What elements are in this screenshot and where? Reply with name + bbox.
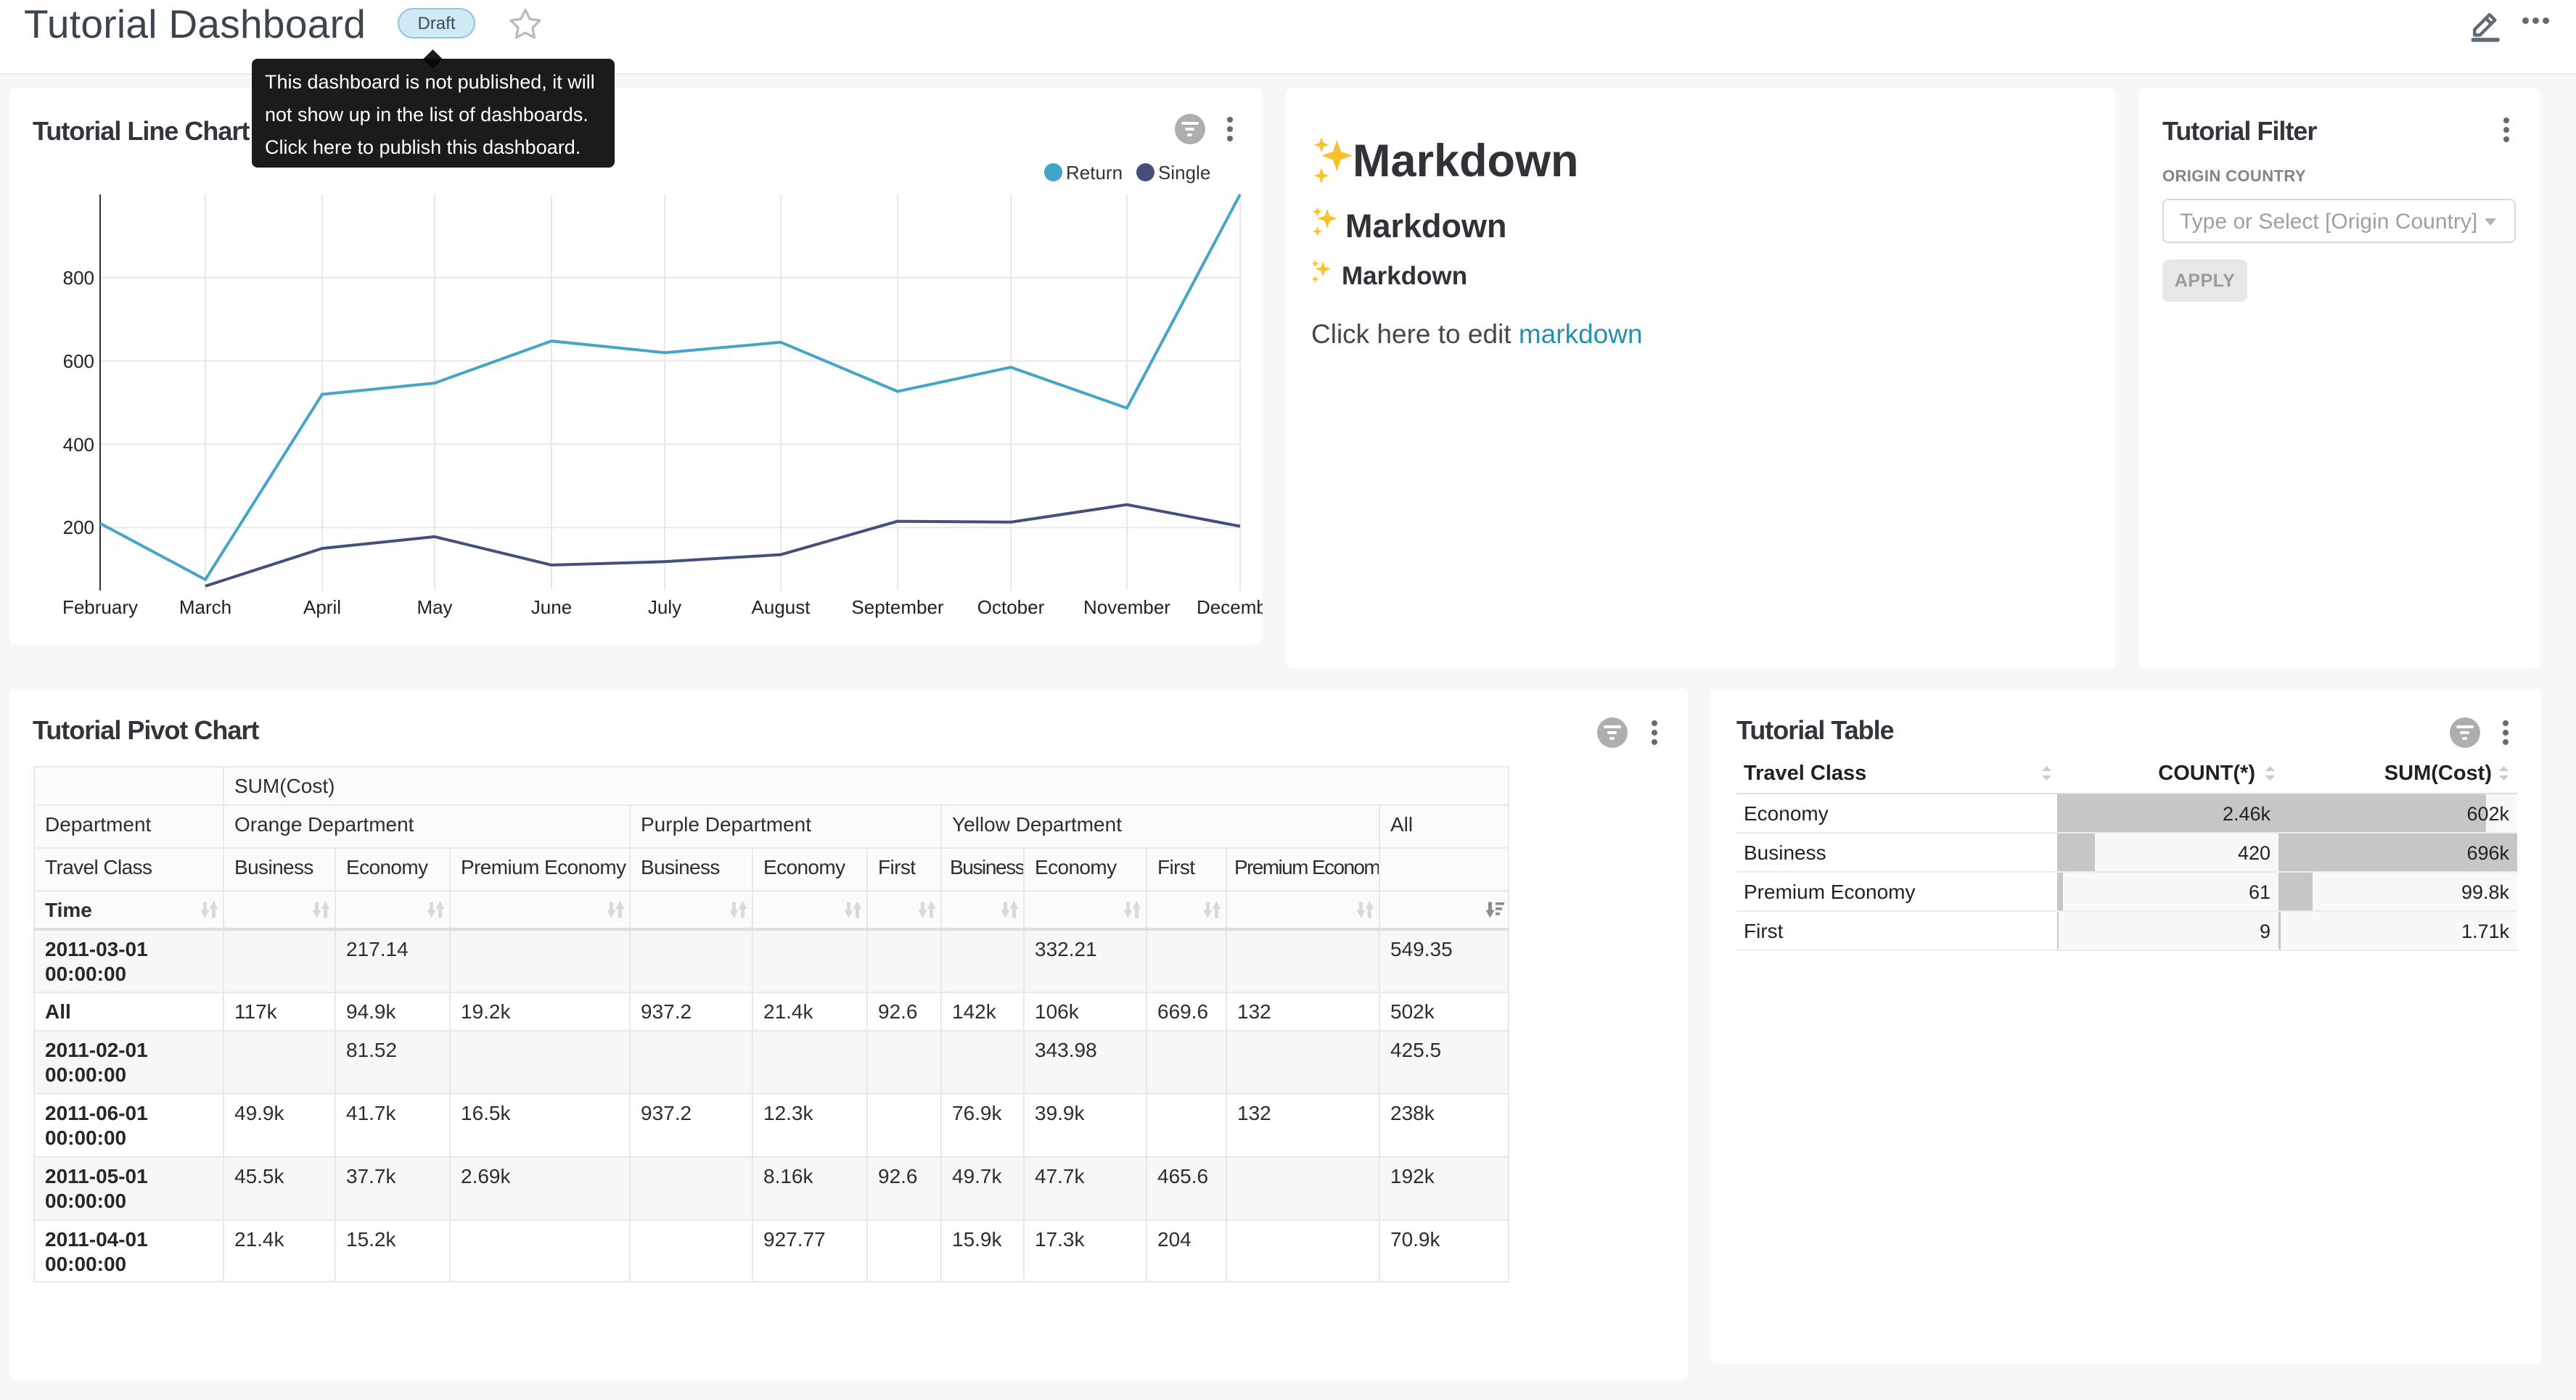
- svg-text:March: March: [179, 596, 231, 618]
- svg-text:October: October: [977, 596, 1045, 618]
- svg-text:November: November: [1083, 596, 1170, 618]
- svg-text:May: May: [417, 596, 452, 618]
- svg-text:July: July: [648, 596, 681, 618]
- svg-text:August: August: [752, 596, 811, 618]
- svg-text:200: 200: [63, 516, 94, 538]
- svg-text:June: June: [531, 596, 572, 618]
- svg-text:600: 600: [63, 350, 94, 372]
- svg-text:December: December: [1197, 596, 1263, 618]
- svg-text:September: September: [851, 596, 944, 618]
- svg-text:800: 800: [63, 267, 94, 289]
- svg-text:400: 400: [63, 434, 94, 456]
- svg-text:April: April: [303, 596, 341, 618]
- svg-text:February: February: [62, 596, 138, 618]
